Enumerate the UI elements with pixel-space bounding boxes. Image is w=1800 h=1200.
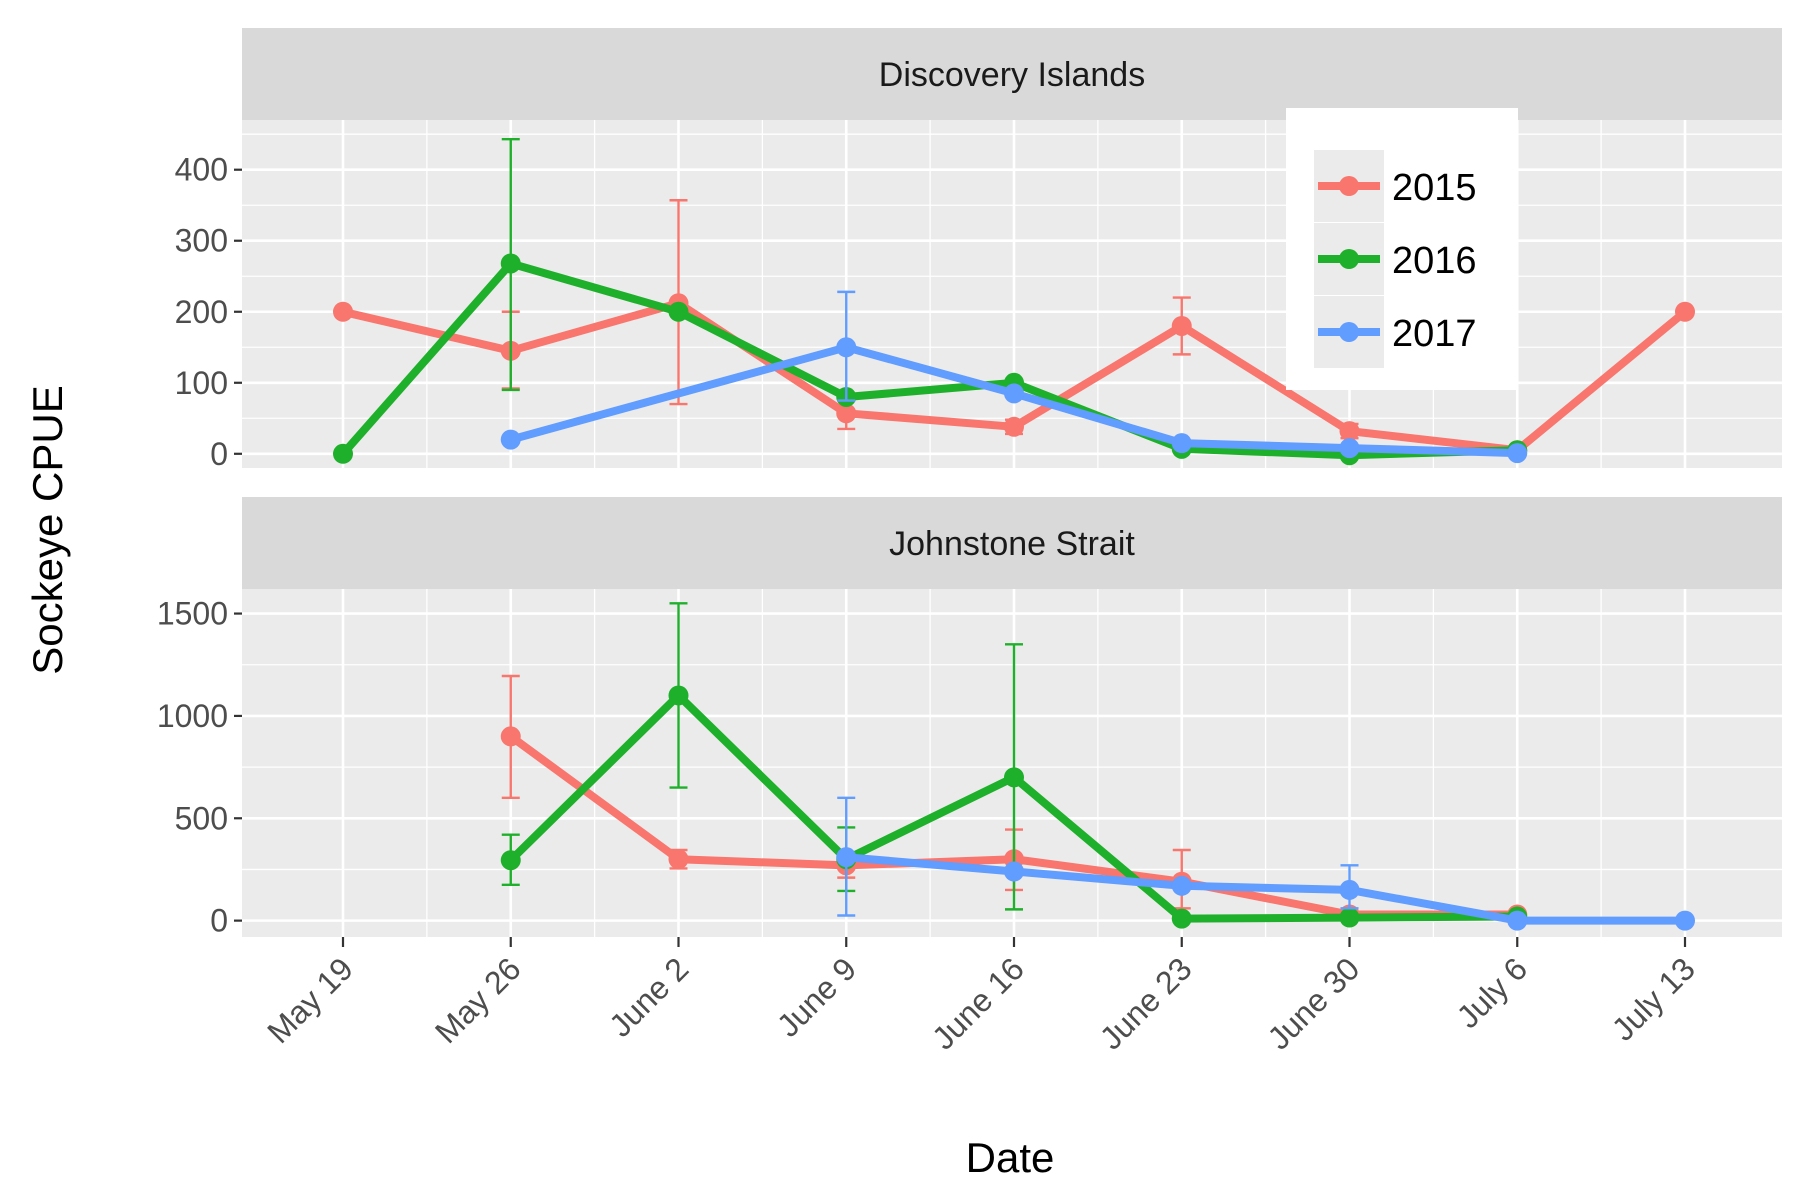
series-2015 bbox=[333, 199, 1695, 461]
data-point bbox=[1004, 383, 1024, 404]
x-tick-label: July 6 bbox=[1450, 950, 1535, 1035]
x-tick-label: June 2 bbox=[602, 950, 695, 1043]
y-tick-label: 1500 bbox=[157, 596, 228, 632]
data-point bbox=[668, 301, 689, 322]
panel-strip bbox=[242, 497, 1782, 589]
legend-label: 2015 bbox=[1392, 167, 1477, 209]
data-point bbox=[1004, 767, 1024, 788]
data-point bbox=[836, 337, 857, 358]
y-tick-label: 300 bbox=[175, 223, 228, 259]
data-point bbox=[1339, 438, 1360, 459]
panel-title: Discovery Islands bbox=[879, 56, 1145, 94]
x-tick-label: June 23 bbox=[1093, 950, 1199, 1056]
panel-strip bbox=[242, 28, 1782, 120]
data-point bbox=[836, 403, 857, 424]
x-tick-label: June 16 bbox=[925, 950, 1031, 1056]
data-point bbox=[1171, 315, 1192, 336]
legend-key-point bbox=[1339, 176, 1359, 196]
x-tick-label: June 9 bbox=[770, 950, 863, 1043]
series-line bbox=[506, 343, 1522, 458]
series-2017 bbox=[836, 796, 1695, 931]
panel-title: Johnstone Strait bbox=[889, 525, 1135, 563]
data-point bbox=[1171, 875, 1192, 896]
data-point bbox=[1171, 908, 1192, 929]
series-line bbox=[339, 259, 1522, 460]
data-point bbox=[1004, 416, 1024, 437]
data-point bbox=[1171, 433, 1192, 454]
panel-0: Discovery Islands 0 100 200 300 400 bbox=[175, 28, 1782, 472]
x-axis-title: Date bbox=[966, 1134, 1055, 1181]
x-tick-label: May 26 bbox=[428, 950, 528, 1050]
legend-entry-2017: 2017 bbox=[1314, 296, 1477, 368]
data-point bbox=[500, 253, 521, 274]
data-point bbox=[500, 850, 521, 871]
y-tick-label: 100 bbox=[175, 365, 228, 401]
y-tick-label: 400 bbox=[175, 152, 228, 188]
y-tick-label: 0 bbox=[210, 436, 228, 472]
legend-key-point bbox=[1339, 249, 1359, 269]
plot-background bbox=[242, 120, 1782, 468]
data-point bbox=[333, 443, 353, 464]
legend-label: 2016 bbox=[1392, 240, 1477, 282]
data-point bbox=[1339, 879, 1360, 900]
x-tick-label: May 19 bbox=[260, 950, 360, 1050]
data-point bbox=[500, 726, 521, 747]
data-point bbox=[1675, 910, 1695, 931]
panels-layer: Discovery Islands 0 100 200 300 400 Johnstone … bbox=[157, 28, 1782, 1056]
y-tick-label: 0 bbox=[210, 903, 228, 939]
series-line bbox=[842, 853, 1689, 925]
legend: 2015 2016 2017 bbox=[1286, 108, 1518, 390]
data-point bbox=[333, 301, 353, 322]
y-tick-label: 200 bbox=[175, 294, 228, 330]
panel-1: Johnstone Strait 0 500 1000 1500 May 19 May 26… bbox=[157, 497, 1782, 1056]
data-point bbox=[668, 685, 689, 706]
y-tick-label: 500 bbox=[175, 800, 228, 836]
y-axis-title: Sockeye CPUE bbox=[24, 385, 71, 674]
data-point bbox=[668, 849, 689, 870]
legend-entry-2015: 2015 bbox=[1314, 150, 1477, 222]
data-point bbox=[836, 847, 857, 868]
data-point bbox=[1339, 421, 1360, 442]
data-point bbox=[1004, 861, 1024, 882]
data-point bbox=[1507, 910, 1528, 931]
legend-entry-2016: 2016 bbox=[1314, 223, 1477, 295]
y-tick-label: 1000 bbox=[157, 698, 228, 734]
legend-label: 2017 bbox=[1392, 313, 1477, 355]
data-point bbox=[1507, 443, 1528, 464]
legend-key-point bbox=[1339, 322, 1359, 342]
data-point bbox=[1675, 301, 1695, 322]
data-point bbox=[500, 429, 521, 450]
series-2017 bbox=[500, 290, 1528, 464]
plot-background bbox=[242, 589, 1782, 937]
data-point bbox=[1339, 907, 1360, 928]
x-tick-label: June 30 bbox=[1260, 950, 1366, 1056]
x-tick-label: July 13 bbox=[1605, 950, 1702, 1047]
